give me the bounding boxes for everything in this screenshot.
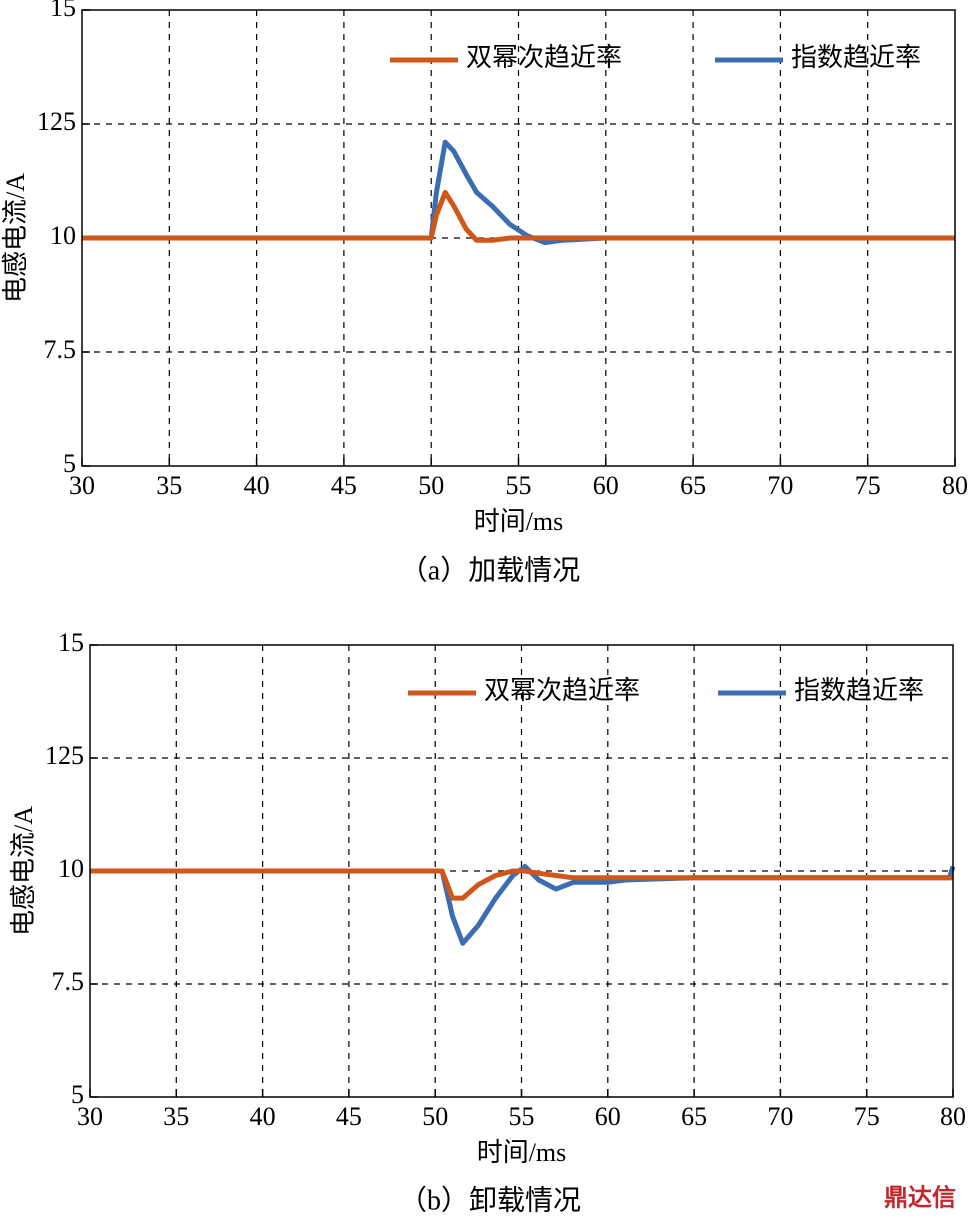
x-tick-label: 30 xyxy=(69,471,95,500)
x-tick-label: 55 xyxy=(509,1102,535,1131)
x-tick-label: 75 xyxy=(854,1102,880,1131)
x-tick-label: 50 xyxy=(422,1102,448,1131)
x-tick-label: 45 xyxy=(331,471,357,500)
y-tick-label: 15 xyxy=(58,628,84,657)
x-tick-label: 65 xyxy=(680,471,706,500)
x-tick-label: 40 xyxy=(250,1102,276,1131)
legend-label: 双幂次趋近率 xyxy=(466,43,622,72)
x-tick-label: 50 xyxy=(418,471,444,500)
x-tick-label: 35 xyxy=(163,1102,189,1131)
x-tick-label: 60 xyxy=(593,471,619,500)
x-tick-label: 40 xyxy=(244,471,270,500)
y-axis-label: 电感电流/A xyxy=(1,173,30,303)
caption: （a）加载情况 xyxy=(400,554,580,586)
y-tick-label: 7.5 xyxy=(44,335,77,364)
legend-label: 指数趋近率 xyxy=(794,676,924,705)
x-axis-label: 时间/ms xyxy=(474,507,564,536)
x-tick-label: 80 xyxy=(942,471,968,500)
x-tick-label: 60 xyxy=(595,1102,621,1131)
y-tick-label: 10 xyxy=(58,854,84,883)
y-tick-label: 125 xyxy=(37,107,76,136)
x-tick-label: 45 xyxy=(336,1102,362,1131)
plot-frame xyxy=(89,644,954,1098)
y-tick-label: 5 xyxy=(71,1080,84,1109)
x-tick-label: 65 xyxy=(681,1102,707,1131)
x-tick-label: 75 xyxy=(855,471,881,500)
y-tick-label: 5 xyxy=(63,449,76,478)
x-tick-label: 30 xyxy=(77,1102,103,1131)
legend-label: 双幂次趋近率 xyxy=(484,676,640,705)
y-tick-label: 125 xyxy=(45,741,84,770)
x-tick-label: 70 xyxy=(767,1102,793,1131)
plot-frame xyxy=(81,9,956,467)
x-tick-label: 80 xyxy=(940,1102,966,1131)
x-axis-label: 时间/ms xyxy=(477,1138,567,1167)
watermark: 鼎达信 xyxy=(884,1184,956,1212)
y-tick-label: 15 xyxy=(50,0,76,22)
series-line xyxy=(90,868,953,901)
y-tick-label: 10 xyxy=(50,221,76,250)
x-tick-label: 55 xyxy=(506,471,532,500)
series-line xyxy=(82,189,955,243)
legend-label: 指数趋近率 xyxy=(791,43,921,72)
x-tick-label: 70 xyxy=(767,471,793,500)
y-tick-label: 7.5 xyxy=(52,967,85,996)
y-axis-label: 电感电流/A xyxy=(9,806,38,936)
caption: （b）卸载情况 xyxy=(399,1184,581,1216)
x-tick-label: 35 xyxy=(156,471,182,500)
